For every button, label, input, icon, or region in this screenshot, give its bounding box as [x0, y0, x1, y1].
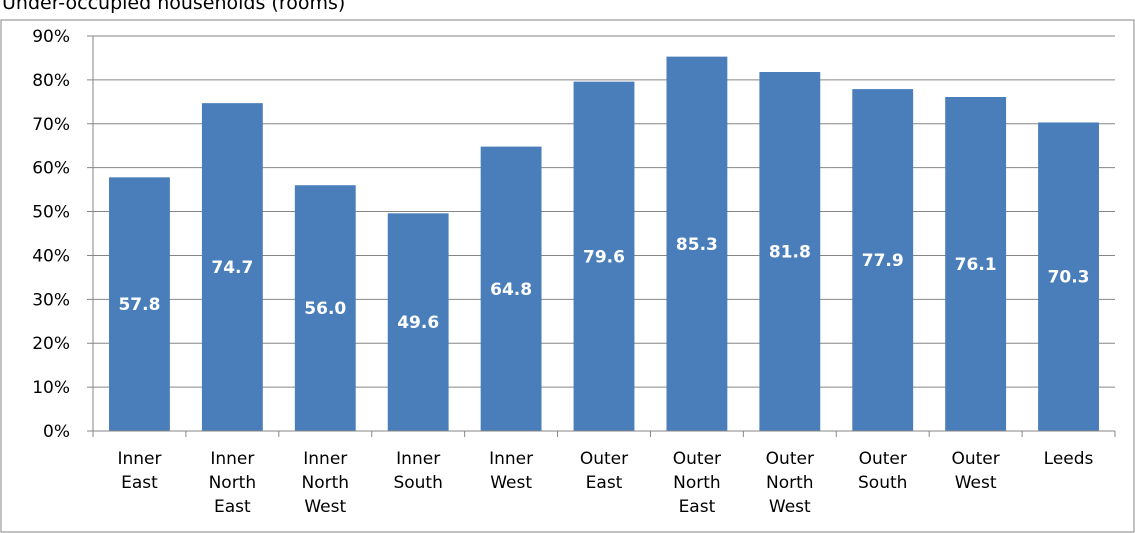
data-label-9: 76.1: [955, 255, 997, 275]
data-label-4: 64.8: [490, 280, 532, 300]
y-tick-label-10: 10%: [32, 378, 70, 398]
bar-9: [945, 97, 1007, 431]
x-tick-label-4: Inner West: [489, 449, 533, 493]
data-label-10: 70.3: [1048, 268, 1090, 288]
bars: [109, 56, 1099, 432]
x-axis: [92, 430, 1116, 437]
x-tick-label-7: Outer North West: [766, 449, 814, 517]
x-tick-label-5: Outer East: [580, 449, 628, 493]
x-tick-label-3: Inner South: [393, 449, 442, 493]
y-tick-label-20: 20%: [32, 334, 70, 354]
bar-4: [480, 146, 542, 431]
data-label-0: 57.8: [118, 295, 160, 315]
y-tick-label-80: 80%: [32, 71, 70, 91]
y-tick-label-60: 60%: [32, 159, 70, 179]
y-tick-label-70: 70%: [32, 115, 70, 135]
y-tick-label-40: 40%: [32, 246, 70, 266]
x-tick-label-0: Inner East: [117, 449, 161, 493]
x-tick-label-9: Outer West: [951, 449, 999, 493]
bar-0: [109, 177, 170, 431]
data-label-7: 81.8: [769, 242, 811, 262]
data-labels: 57.8 74.7 56.0 49.6 64.8 79.6 85.3 81.8 77.9 76.1…: [118, 235, 1089, 333]
data-label-6: 85.3: [676, 235, 718, 255]
x-tick-label-10: Leeds: [1044, 449, 1094, 469]
bar-3: [387, 213, 449, 431]
x-tick-label-2: Inner North West: [301, 449, 349, 517]
bar-5: [573, 81, 635, 432]
y-tick-label-0: 0%: [43, 422, 70, 442]
x-tick-label-1: Inner North East: [209, 449, 257, 517]
y-tick-label-50: 50%: [32, 203, 70, 223]
y-tick-label-90: 90%: [32, 27, 70, 47]
x-tick-label-6: Outer North East: [673, 449, 721, 517]
bar-10: [1038, 122, 1099, 431]
data-label-5: 79.6: [583, 247, 625, 267]
bar-2: [294, 185, 356, 431]
chart-border: [0, 19, 1135, 533]
bar-7: [759, 71, 821, 431]
bar-8: [852, 89, 914, 431]
data-label-8: 77.9: [862, 251, 904, 271]
x-tick-label-8: Outer South: [858, 449, 907, 493]
bar-1: [201, 103, 263, 432]
y-axis-ticks: 0% 10% 20% 30% 40% 50% 60% 70% 80% 90%: [32, 27, 70, 442]
y-tick-label-30: 30%: [32, 290, 70, 310]
bar-6: [666, 56, 728, 431]
x-axis-labels: Inner East Inner North East Inner North West Inn…: [117, 449, 1093, 517]
data-label-2: 56.0: [304, 299, 346, 319]
data-label-1: 74.7: [211, 258, 253, 278]
data-label-3: 49.6: [397, 313, 439, 333]
chart-title: Under-occupied households (rooms): [2, 0, 346, 14]
